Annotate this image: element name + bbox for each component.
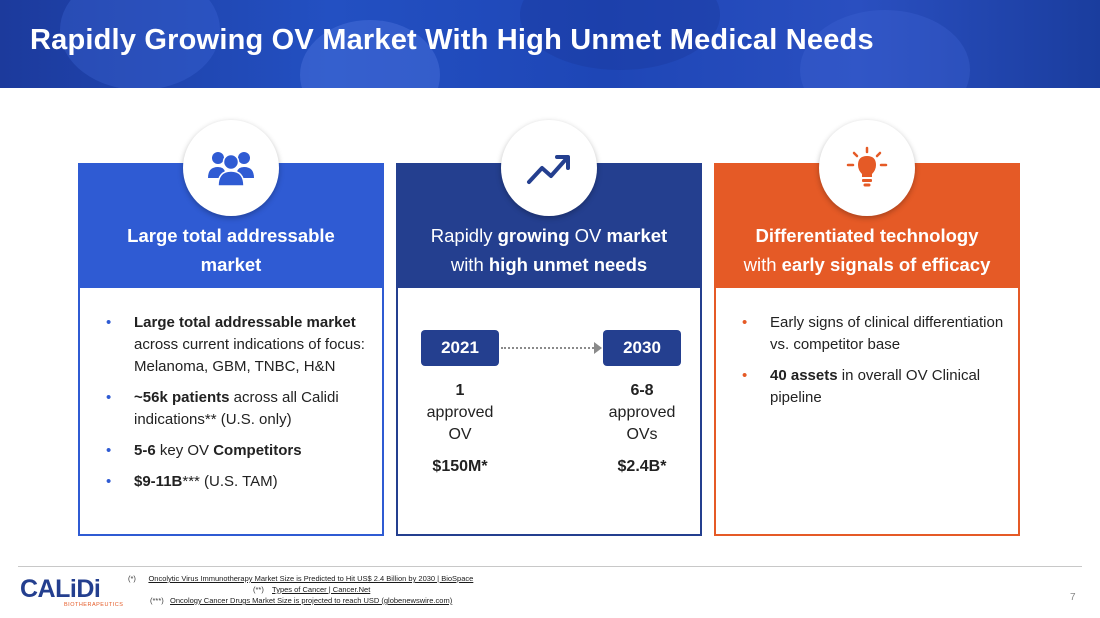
list-item: • Early signs of clinical differentiation… (740, 312, 1010, 356)
year-badge-2021: 2021 (421, 330, 499, 366)
list-item: • $9-11B*** (U.S. TAM) (104, 471, 374, 493)
timeline-arrow (501, 347, 601, 349)
column-growing-market: Rapidly growing OV market with high unme… (396, 163, 702, 536)
arrow-head-icon (594, 342, 602, 354)
list-item: • ~56k patients across all Calidi indicat… (104, 387, 374, 431)
column-body: 2021 2030 1 approved OV $150M* 6-8 appro… (396, 288, 702, 536)
list-item: • 5-6 key OV Competitors (104, 440, 374, 462)
company-logo: CALiDi BIOTHERAPEUTICS (20, 576, 116, 608)
logo-subtext: BIOTHERAPEUTICS (64, 602, 123, 608)
footnote-link[interactable]: Oncolytic Virus Immunotherapy Market Siz… (148, 574, 473, 583)
heading-line: Large total addressable (127, 225, 335, 246)
footnote-link[interactable]: Oncology Cancer Drugs Market Size is pro… (170, 596, 452, 605)
column-body: • Large total addressable market across c… (78, 288, 384, 536)
list-item: • 40 assets in overall OV Clinical pipeli… (740, 365, 1010, 409)
column-addressable-market: Large total addressable market • Large to… (78, 163, 384, 536)
year-badge-2030: 2030 (603, 330, 681, 366)
page-title: Rapidly Growing OV Market With High Unme… (30, 24, 874, 57)
footnote-link[interactable]: Types of Cancer | Cancer.Net (272, 585, 370, 594)
column-body: • Early signs of clinical differentiation… (714, 288, 1020, 536)
heading-line: market (201, 254, 262, 275)
column-differentiated-tech: Differentiated technology with early sig… (714, 163, 1020, 536)
logo-text: CALiDi (20, 576, 116, 602)
bullet-list: • Early signs of clinical differentiation… (740, 312, 1010, 418)
bullet-list: • Large total addressable market across c… (104, 312, 374, 502)
lightbulb-icon (819, 120, 915, 216)
users-group-icon (183, 120, 279, 216)
footer-divider (18, 566, 1082, 567)
page-number: 7 (1070, 592, 1076, 603)
timeline-info-2021: 1 approved OV $150M* (400, 380, 520, 478)
footnote-3: (***) Oncology Cancer Drugs Market Size … (150, 596, 452, 605)
footnote-1: (*) Oncolytic Virus Immunotherapy Market… (128, 574, 473, 583)
list-item: • Large total addressable market across c… (104, 312, 374, 378)
footnote-2: (**) Types of Cancer | Cancer.Net (253, 585, 370, 594)
trending-up-icon (501, 120, 597, 216)
timeline-info-2030: 6-8 approved OVs $2.4B* (582, 380, 702, 478)
header-banner: Rapidly Growing OV Market With High Unme… (0, 0, 1100, 88)
